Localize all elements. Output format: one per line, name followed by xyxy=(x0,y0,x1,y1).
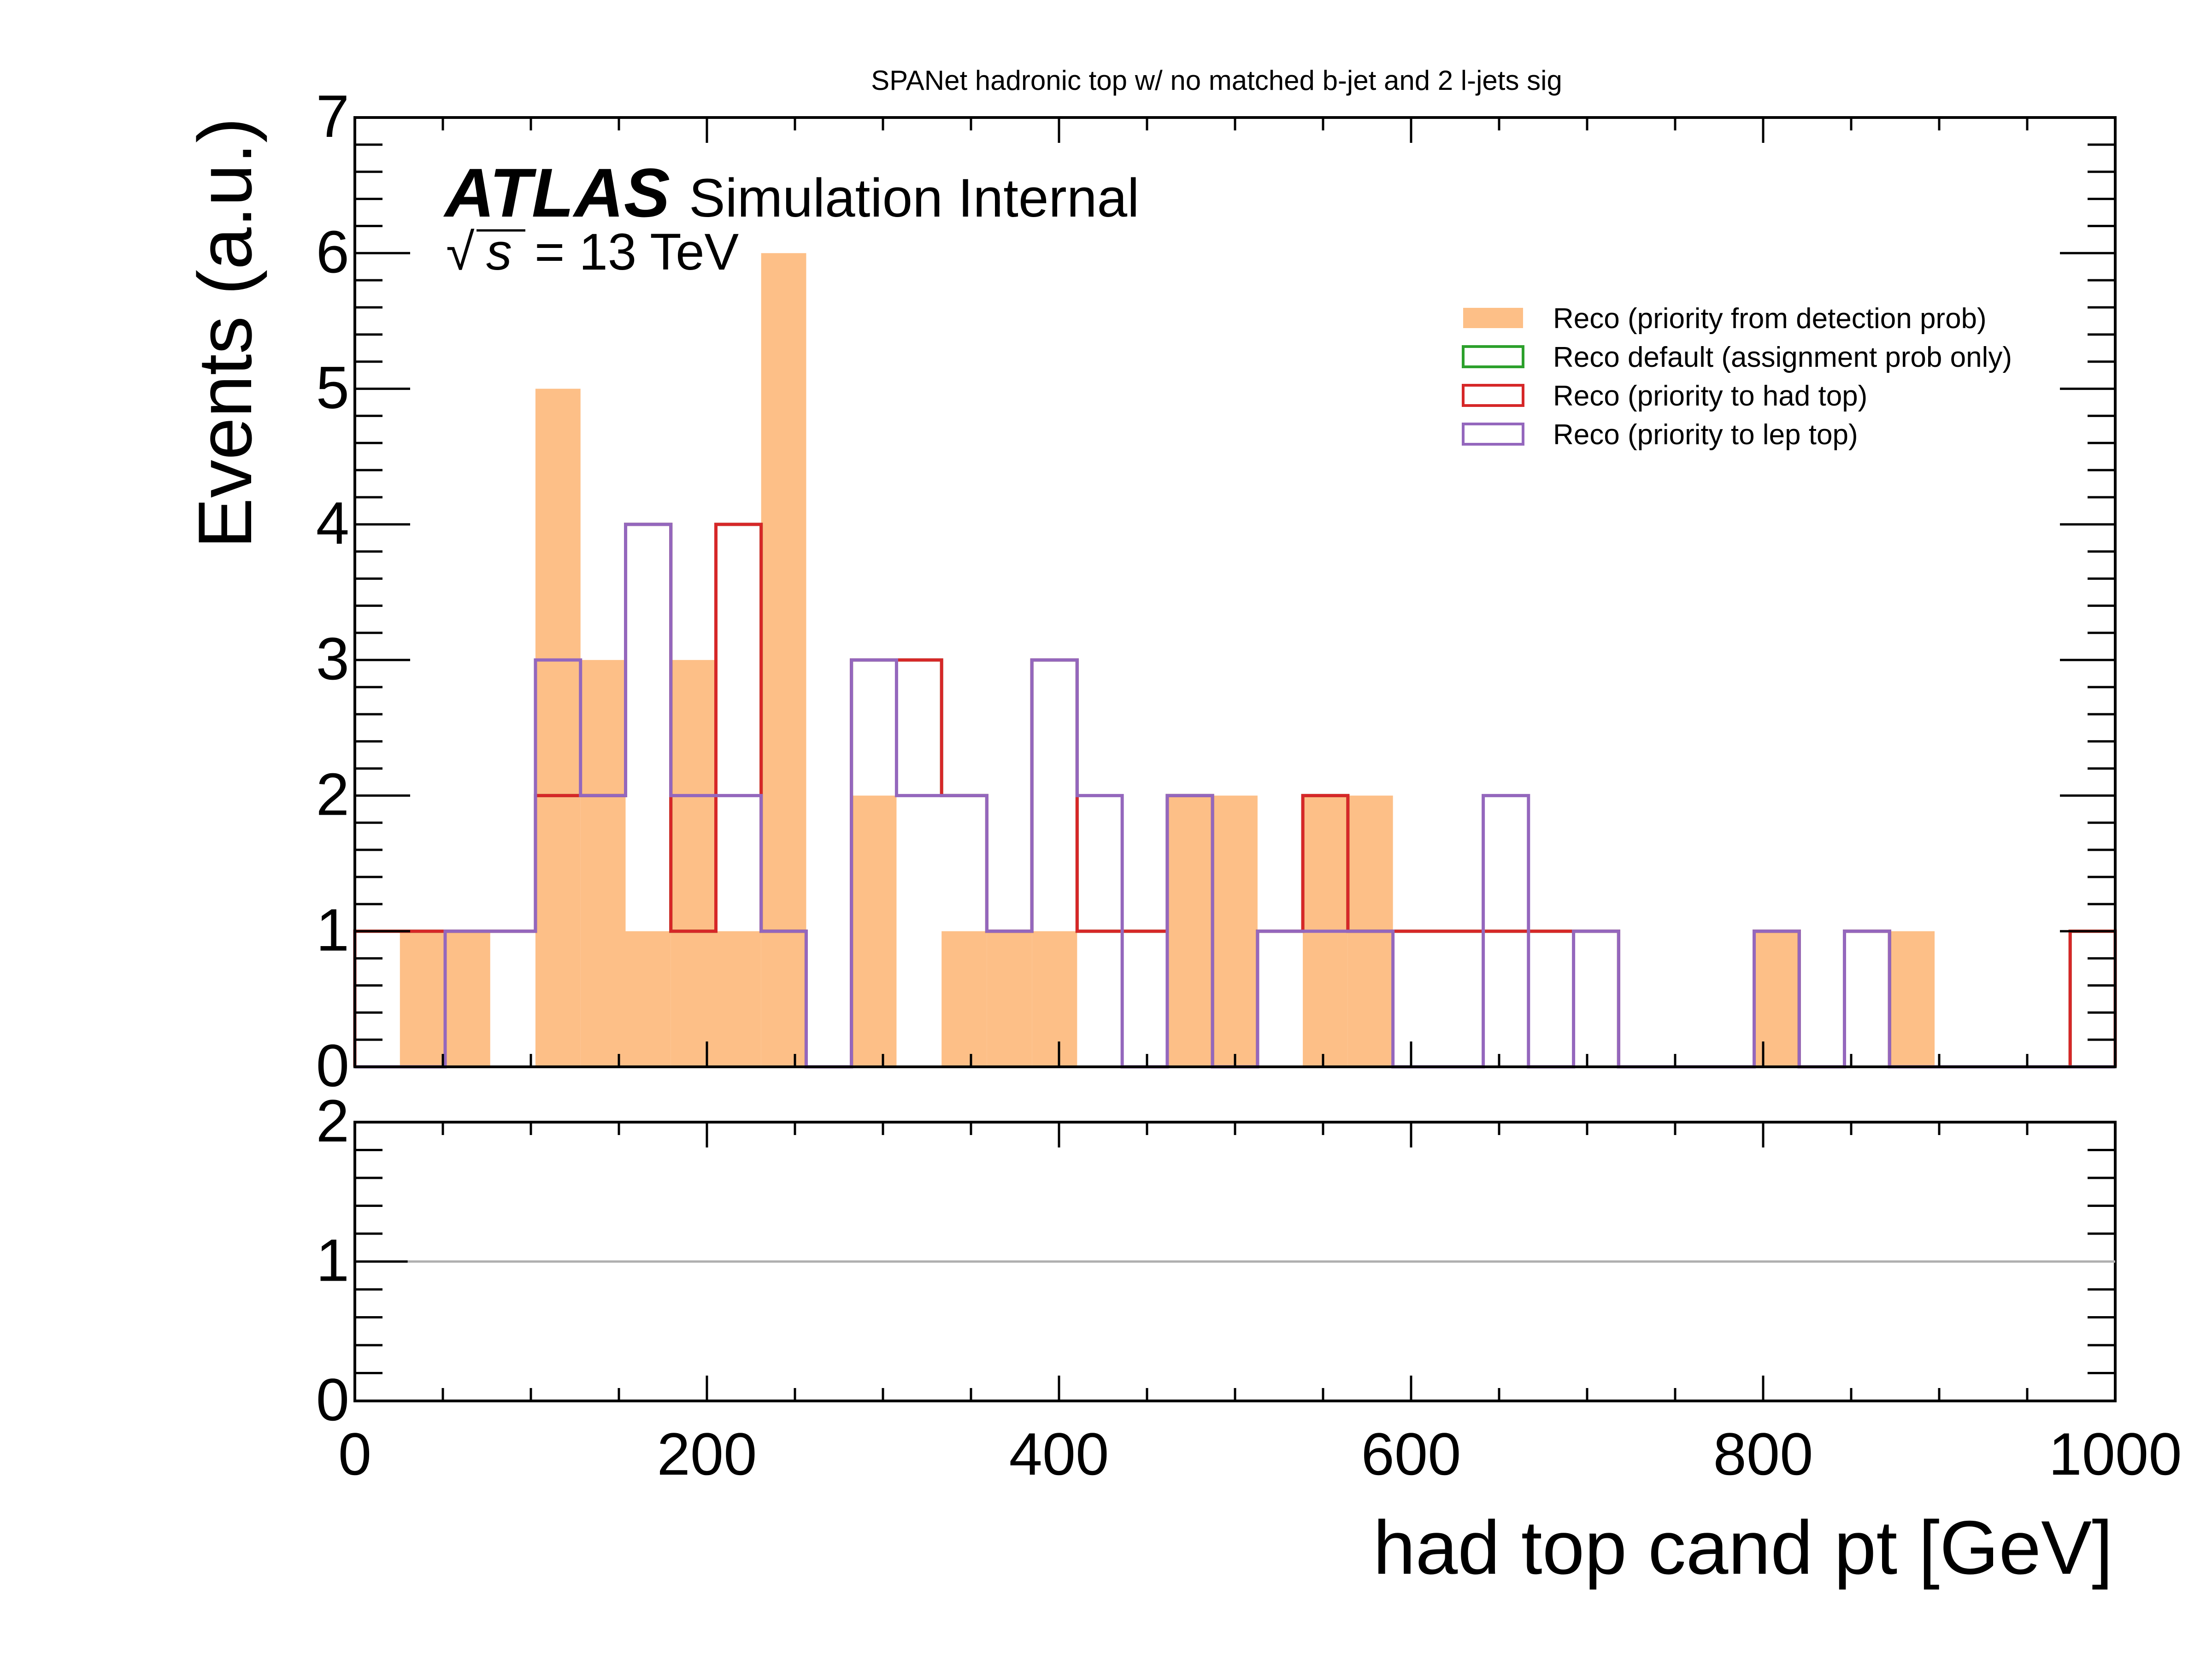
ratio-y-tick-labels: 0 1 2 xyxy=(316,1087,349,1433)
x-tick-label: 600 xyxy=(1361,1420,1461,1488)
main-plot-frame xyxy=(353,116,2117,1068)
x-tick-label: 0 xyxy=(338,1420,371,1488)
chart-title: SPANet hadronic top w/ no matched b-jet … xyxy=(871,65,1562,96)
filled-bar xyxy=(851,795,897,1067)
x-tick-labels: 0 200 400 600 800 1000 xyxy=(338,1420,2182,1488)
step-series-line-3 xyxy=(355,523,2115,1069)
main-panel-filled-bars xyxy=(400,253,1935,1067)
filled-bar xyxy=(941,931,987,1067)
legend-swatch xyxy=(1462,423,1524,446)
y-tick-label: 3 xyxy=(316,625,349,692)
ratio-y-tick-label: 0 xyxy=(316,1366,349,1433)
filled-bar xyxy=(535,388,581,1067)
filled-bar xyxy=(1889,931,1935,1067)
x-tick-label: 400 xyxy=(1009,1420,1109,1488)
legend: Reco (priority from detection prob) Reco … xyxy=(1462,303,2012,451)
simulation-internal-label: Simulation Internal xyxy=(689,168,1139,229)
legend-label: Reco (priority to lep top) xyxy=(1553,419,1858,451)
main-y-tick-labels: 0 1 2 3 4 5 6 7 xyxy=(316,82,349,1099)
y-tick-label: 4 xyxy=(316,489,349,557)
y-tick-label: 1 xyxy=(316,896,349,964)
x-axis-label: had top cand pt [GeV] xyxy=(1373,1505,2113,1590)
sqrt-symbol: √ xyxy=(446,223,475,281)
legend-swatch xyxy=(1462,345,1524,368)
filled-bar xyxy=(1212,795,1258,1067)
filled-bar xyxy=(671,660,716,1067)
ratio-y-tick-label: 2 xyxy=(316,1087,349,1154)
filled-bar xyxy=(761,253,806,1067)
y-axis-label: Events (a.u.) xyxy=(182,118,267,548)
atlas-label: ATLAS xyxy=(443,154,670,231)
energy-label: = 13 TeV xyxy=(535,223,739,281)
legend-swatch xyxy=(1463,308,1523,328)
filled-bar xyxy=(580,660,626,1067)
filled-bar xyxy=(716,931,761,1067)
legend-label: Reco (priority from detection prob) xyxy=(1553,303,1987,335)
y-tick-label: 2 xyxy=(316,760,349,828)
ratio-y-tick-label: 1 xyxy=(316,1227,349,1294)
filled-bar xyxy=(1167,795,1213,1067)
y-tick-label: 0 xyxy=(316,1032,349,1099)
filled-bar xyxy=(1754,931,1800,1067)
y-tick-label: 6 xyxy=(316,218,349,285)
x-tick-label: 1000 xyxy=(2048,1420,2182,1488)
filled-bar xyxy=(987,931,1032,1067)
sqrt-s-symbol: s xyxy=(486,223,512,281)
legend-label: Reco default (assignment prob only) xyxy=(1553,341,2012,373)
y-tick-label: 5 xyxy=(316,354,349,421)
filled-bar xyxy=(445,931,490,1067)
y-tick-label: 7 xyxy=(316,82,349,150)
filled-bar xyxy=(400,931,445,1067)
x-tick-label: 800 xyxy=(1713,1420,1813,1488)
filled-bar xyxy=(625,931,671,1067)
legend-swatch xyxy=(1462,384,1524,407)
x-tick-label: 200 xyxy=(657,1420,757,1488)
legend-label: Reco (priority to had top) xyxy=(1553,380,1867,412)
filled-bar xyxy=(1032,931,1077,1067)
